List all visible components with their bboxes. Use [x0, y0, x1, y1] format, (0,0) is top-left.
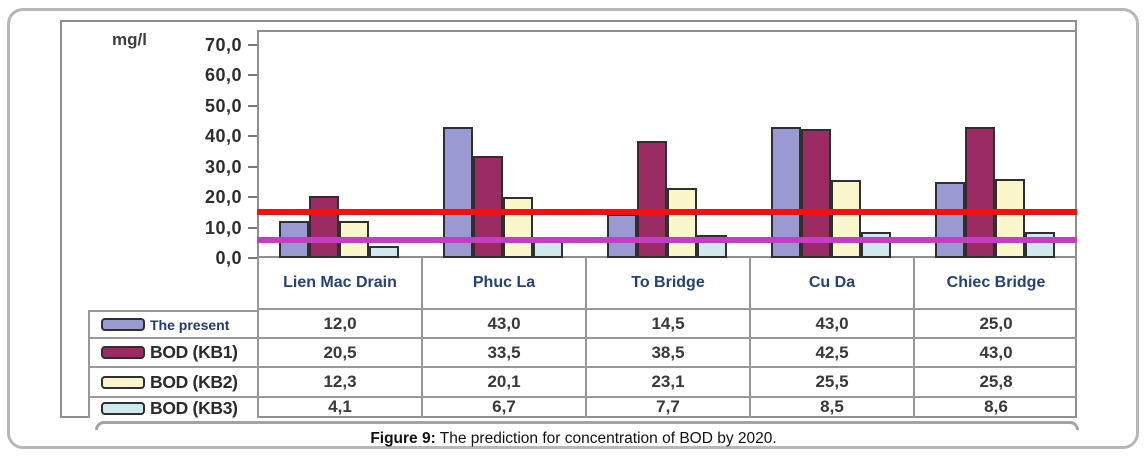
table-value-cell: 6,7	[421, 398, 585, 418]
legend-swatch	[101, 401, 145, 415]
reference-line	[257, 209, 1077, 216]
table-value-cell: 7,7	[585, 398, 749, 418]
table-value-cell: 42,5	[749, 339, 913, 368]
legend-swatch	[101, 346, 145, 359]
legend-cell: BOD (KB1)	[88, 339, 257, 368]
y-axis-tick-mark	[248, 257, 257, 259]
category-header: Lien Mac Drain	[257, 258, 421, 310]
chart-bar	[443, 127, 473, 258]
chart-bar	[771, 127, 801, 258]
series-name: BOD (KB1)	[150, 342, 238, 362]
chart-bar	[935, 182, 965, 258]
table-value-cell: 20,5	[257, 339, 421, 368]
category-header: Phuc La	[421, 258, 585, 310]
table-value-cell: 43,0	[913, 339, 1077, 368]
y-axis-tick-label: 40,0	[204, 126, 242, 147]
y-axis-tick-label: 30,0	[204, 156, 242, 177]
legend-swatch	[101, 375, 145, 389]
chart-bar	[965, 127, 995, 258]
table-value-cell: 8,6	[913, 398, 1077, 418]
table-value-cell: 43,0	[749, 310, 913, 339]
y-axis-tick-mark	[248, 226, 257, 229]
caption-text: The prediction for concentration of BOD …	[435, 430, 777, 447]
table-value-cell: 14,5	[585, 310, 749, 339]
y-axis-tick-label: 0,0	[215, 248, 242, 268]
series-name: The present	[150, 316, 230, 333]
chart-bar	[861, 232, 891, 258]
chart-bar	[801, 129, 831, 258]
legend-cell: The present	[88, 310, 257, 339]
table-value-cell: 8,5	[749, 398, 913, 418]
category-header: Chiec Bridge	[913, 258, 1077, 310]
chart-bar	[1025, 232, 1055, 258]
table-value-cell: 43,0	[421, 310, 585, 339]
cropped-box-fragment	[95, 421, 1079, 430]
table-value-cell: 12,3	[257, 368, 421, 398]
y-axis-tick-mark	[248, 43, 257, 46]
legend-swatch	[101, 318, 145, 331]
table-value-cell: 25,8	[913, 368, 1077, 398]
caption-label: Figure 9:	[370, 430, 436, 447]
y-axis-tick-label: 50,0	[204, 95, 242, 116]
y-axis-tick-mark	[248, 135, 257, 138]
chart-bar	[831, 180, 861, 258]
chart-bar	[369, 246, 399, 258]
figure-card-border	[7, 8, 1139, 449]
y-axis-unit-label: mg/l	[112, 30, 147, 49]
series-name: BOD (KB3)	[150, 398, 238, 418]
chart-bar	[995, 179, 1025, 258]
chart-bar	[667, 188, 697, 258]
y-axis-tick-label: 20,0	[204, 187, 242, 208]
y-axis-tick-mark	[248, 165, 257, 168]
series-name: BOD (KB2)	[150, 371, 238, 392]
category-header: To Bridge	[585, 258, 749, 310]
category-header: Cu Da	[749, 258, 913, 310]
reference-line	[257, 236, 1077, 243]
table-value-cell: 20,1	[421, 368, 585, 398]
y-axis-tick-label: 60,0	[204, 65, 242, 86]
y-axis-tick-mark	[248, 74, 257, 77]
y-axis-tick-mark	[248, 104, 257, 107]
y-axis-tick-label: 10,0	[204, 217, 242, 238]
chart-bar	[503, 197, 533, 258]
table-value-cell: 25,0	[913, 310, 1077, 339]
y-axis-tick-label: 70,0	[204, 34, 242, 55]
y-axis-tick-mark	[248, 196, 257, 199]
table-value-cell: 4,1	[257, 398, 421, 418]
legend-cell: BOD (KB3)	[88, 398, 257, 418]
table-value-cell: 23,1	[585, 368, 749, 398]
table-value-cell: 33,5	[421, 339, 585, 368]
figure-caption: Figure 9: The prediction for concentrati…	[0, 430, 1147, 448]
chart-bar	[309, 196, 339, 258]
table-value-cell: 25,5	[749, 368, 913, 398]
table-value-cell: 38,5	[585, 339, 749, 368]
table-value-cell: 12,0	[257, 310, 421, 339]
legend-cell: BOD (KB2)	[88, 368, 257, 398]
